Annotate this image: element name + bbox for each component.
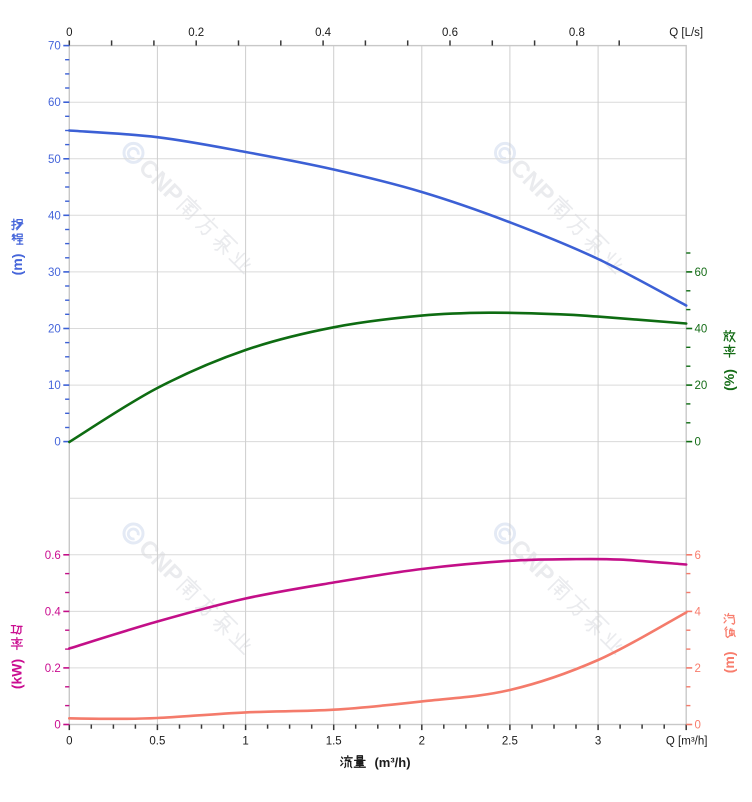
svg-text:(m³/h): (m³/h) (374, 755, 410, 770)
svg-text:2.5: 2.5 (502, 736, 518, 748)
svg-text:0: 0 (695, 720, 701, 732)
svg-text:1: 1 (242, 736, 248, 748)
svg-text:(m): (m) (9, 254, 25, 276)
svg-text:Q [m³/h]: Q [m³/h] (666, 736, 708, 748)
svg-text:60: 60 (48, 97, 61, 109)
svg-text:0: 0 (54, 437, 60, 449)
svg-text:0.6: 0.6 (442, 27, 458, 39)
svg-text:(m): (m) (721, 652, 737, 674)
svg-text:(kW): (kW) (8, 659, 24, 689)
svg-text:20: 20 (695, 380, 708, 392)
svg-text:2: 2 (419, 736, 425, 748)
svg-text:60: 60 (695, 267, 708, 279)
svg-text:20: 20 (48, 324, 61, 336)
svg-text:Q [L/s]: Q [L/s] (669, 27, 703, 39)
svg-text:0.8: 0.8 (569, 27, 585, 39)
svg-text:0.5: 0.5 (149, 736, 165, 748)
svg-text:0: 0 (66, 27, 72, 39)
svg-text:0: 0 (695, 437, 701, 449)
svg-text:0: 0 (54, 720, 60, 732)
svg-text:(%): (%) (721, 369, 737, 391)
svg-text:0.2: 0.2 (188, 27, 204, 39)
svg-text:40: 40 (48, 210, 61, 222)
svg-text:6: 6 (695, 550, 701, 562)
svg-text:30: 30 (48, 267, 61, 279)
svg-text:10: 10 (48, 380, 61, 392)
svg-text:1.5: 1.5 (326, 736, 342, 748)
svg-text:3: 3 (595, 736, 601, 748)
svg-text:0.4: 0.4 (315, 27, 332, 39)
svg-text:4: 4 (695, 606, 702, 618)
svg-text:50: 50 (48, 154, 61, 166)
svg-text:70: 70 (48, 41, 61, 53)
svg-text:40: 40 (695, 324, 708, 336)
svg-text:2: 2 (695, 663, 701, 675)
svg-text:0: 0 (66, 736, 72, 748)
svg-text:0.6: 0.6 (45, 550, 61, 562)
svg-text:0.4: 0.4 (45, 606, 62, 618)
svg-text:0.2: 0.2 (45, 663, 61, 675)
